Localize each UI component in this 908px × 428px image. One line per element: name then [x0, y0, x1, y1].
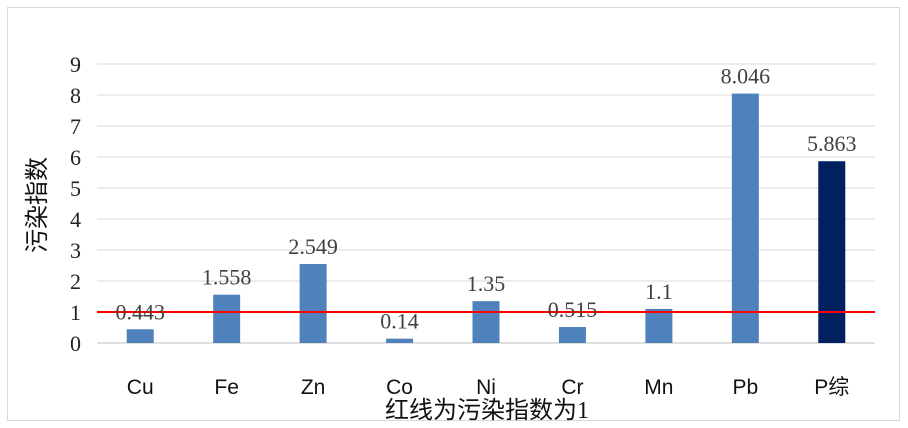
data-label: 8.046: [721, 64, 771, 89]
bars: [126, 93, 846, 343]
bar-ni: [472, 301, 500, 343]
x-category-label: Mn: [644, 376, 673, 399]
y-axis-ticks: 0 1 2 3 4 5 6 7 8 9: [70, 52, 81, 356]
x-category-label: Zn: [301, 376, 326, 399]
bar-cu: [126, 329, 154, 343]
y-tick-label: 9: [70, 52, 81, 77]
y-axis-title: 污染指数: [24, 157, 51, 253]
x-axis-title: 红线为污染指数为1: [385, 397, 589, 424]
y-tick-label: 3: [70, 238, 81, 263]
data-label: 0.14: [380, 309, 419, 334]
bar-cr: [558, 327, 586, 343]
x-category-label: Cu: [127, 376, 154, 399]
y-tick-label: 1: [70, 300, 81, 325]
data-label: 1.1: [645, 279, 673, 304]
y-tick-label: 8: [70, 83, 81, 108]
bar-zn: [299, 263, 327, 343]
x-category-label: P综: [814, 376, 849, 399]
bar-mn: [645, 308, 673, 343]
x-category-label: Pb: [732, 376, 758, 399]
y-tick-label: 6: [70, 145, 81, 170]
bar-fe: [213, 294, 241, 343]
y-tick-label: 2: [70, 269, 81, 294]
bar-pb: [731, 93, 759, 343]
x-category-label: Ni: [476, 376, 496, 399]
data-label: 2.549: [288, 234, 338, 259]
y-tick-label: 7: [70, 114, 81, 139]
x-category-label: Fe: [214, 376, 239, 399]
data-label: 1.35: [467, 271, 506, 296]
data-labels: 0.443 1.558 2.549 0.14 1.35 0.515 1.1 8.046 5.86…: [115, 64, 856, 334]
data-label: 5.863: [807, 131, 857, 156]
y-tick-label: 4: [70, 207, 81, 232]
bar-p综: [818, 161, 846, 343]
data-label: 1.558: [202, 265, 252, 290]
y-tick-label: 0: [70, 331, 81, 356]
x-category-label: Co: [386, 376, 413, 399]
x-axis-categories: Cu Fe Zn Co Ni Cr Mn Pb P综: [127, 376, 849, 399]
y-tick-label: 5: [70, 176, 81, 201]
data-label: 0.515: [548, 297, 598, 322]
bar-co: [386, 338, 414, 343]
x-category-label: Cr: [561, 376, 583, 399]
data-label: 0.443: [115, 299, 165, 324]
